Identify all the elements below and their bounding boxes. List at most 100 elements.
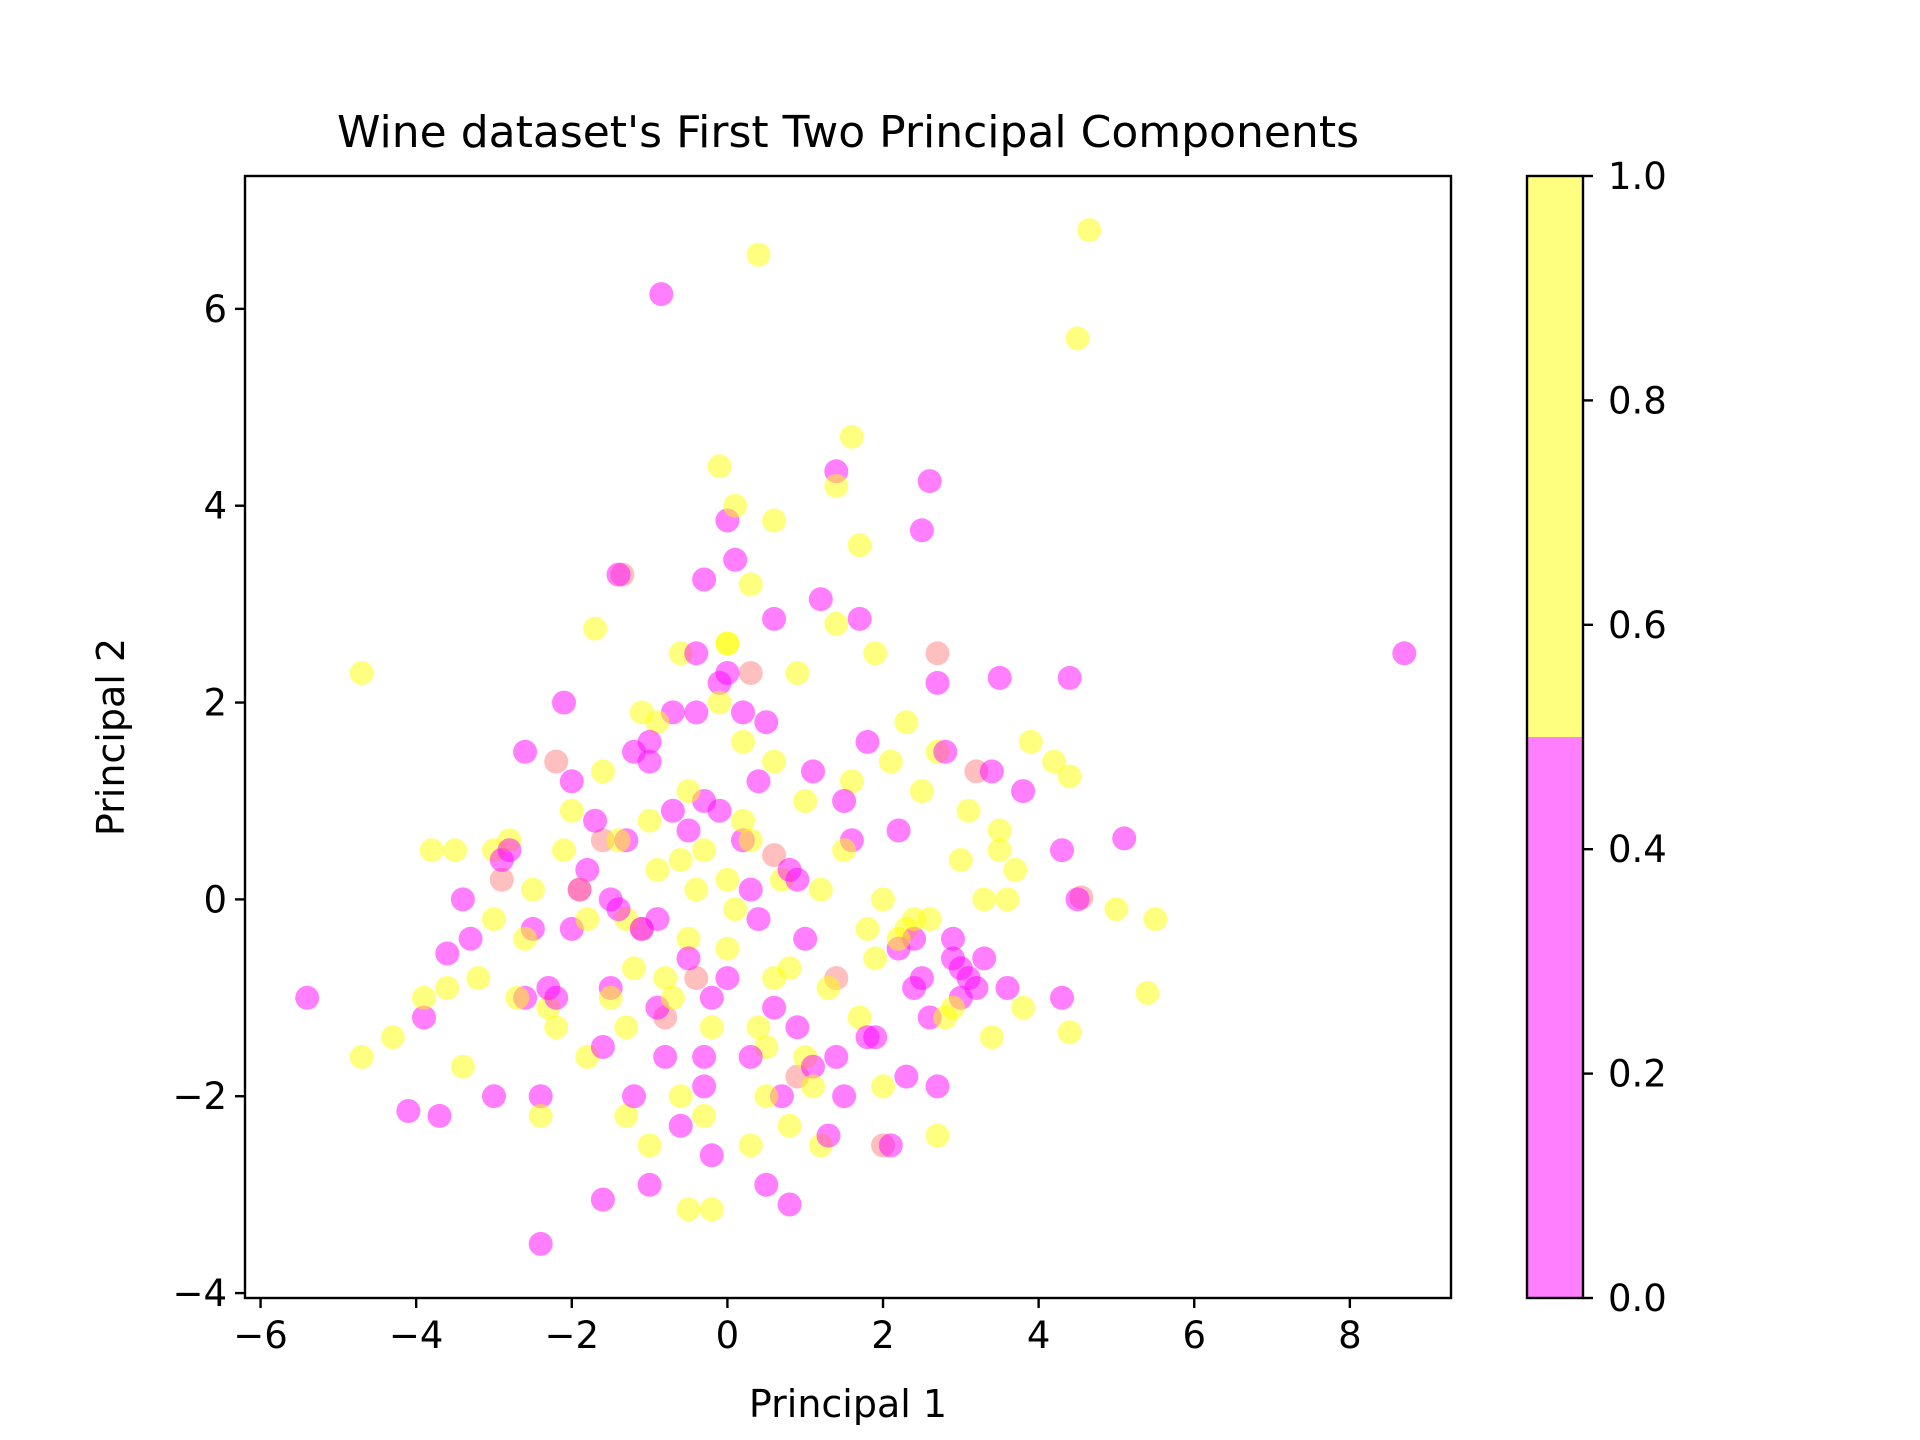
data-point (606, 828, 631, 853)
data-point (544, 749, 569, 774)
data-point (956, 966, 981, 991)
data-point (482, 907, 506, 932)
data-point (824, 474, 849, 498)
data-point (762, 843, 787, 868)
data-point (738, 877, 763, 902)
data-point (987, 838, 1012, 863)
data-point (552, 690, 576, 715)
data-point (668, 1113, 693, 1138)
data-point (590, 759, 615, 784)
data-point (544, 1015, 569, 1040)
data-point (435, 976, 460, 1000)
colorbar-tick-label: 0.2 (1608, 1053, 1667, 1096)
data-point (871, 1074, 895, 1099)
data-point (933, 1005, 958, 1030)
data-point (863, 946, 888, 971)
data-point (622, 956, 646, 981)
data-point (614, 1015, 639, 1040)
data-point (738, 828, 763, 853)
data-point (754, 1172, 779, 1197)
y-tick-label: −2 (172, 1075, 227, 1118)
data-point (715, 966, 740, 991)
data-point (707, 690, 732, 715)
data-point (1050, 985, 1074, 1010)
data-point (629, 916, 654, 941)
data-point (1011, 995, 1036, 1020)
data-point (801, 759, 825, 784)
data-point (715, 661, 740, 685)
data-point (692, 1103, 717, 1128)
chart-title: Wine dataset's First Two Principal Compo… (337, 107, 1359, 158)
data-point (513, 739, 538, 764)
colorbar-tick-label: 0.6 (1608, 604, 1667, 647)
data-point (909, 779, 934, 804)
data-point (777, 1113, 802, 1138)
data-point (513, 926, 538, 951)
data-point (1057, 665, 1082, 690)
colorbar: 0.0 0.2 0.4 0.6 0.8 1.0 (1525, 155, 1667, 1320)
data-point (1003, 857, 1028, 882)
data-point (1112, 826, 1137, 851)
x-tick-label: −2 (545, 1314, 600, 1357)
data-point (427, 1103, 452, 1128)
data-point (583, 808, 608, 833)
data-point (575, 907, 600, 932)
data-point (855, 916, 880, 941)
data-point (684, 877, 709, 902)
scatter-points (295, 218, 1417, 1256)
x-tick-label: 0 (716, 1314, 740, 1357)
data-point (583, 616, 608, 641)
data-point (1050, 838, 1074, 863)
data-point (715, 631, 740, 656)
data-point (559, 769, 584, 794)
y-tick-label: 4 (203, 485, 227, 528)
data-point (653, 1044, 678, 1069)
data-point (435, 941, 460, 966)
y-tick-label: 2 (203, 682, 227, 725)
data-point (902, 907, 927, 932)
data-point (443, 838, 468, 863)
data-point (668, 848, 693, 872)
data-point (979, 1025, 1004, 1050)
data-point (412, 1005, 436, 1030)
data-point (715, 936, 740, 961)
data-point (497, 838, 522, 863)
data-point (738, 1133, 763, 1158)
colorbar-ticks: 0.0 0.2 0.4 0.6 0.8 1.0 (1583, 155, 1667, 1320)
colorbar-frame (1525, 174, 1585, 1300)
data-point (746, 907, 771, 932)
data-point (676, 779, 701, 804)
data-point (839, 769, 864, 794)
colorbar-tick-label: 0.4 (1608, 828, 1667, 871)
data-point (987, 665, 1012, 690)
data-point (793, 789, 818, 813)
data-point (699, 1197, 724, 1222)
data-point (777, 1192, 802, 1217)
data-point (824, 611, 849, 636)
data-point (995, 887, 1020, 912)
data-point (606, 897, 631, 922)
data-point (824, 1044, 849, 1069)
data-point (1042, 749, 1067, 774)
data-point (1392, 641, 1417, 666)
x-axis-label: Principal 1 (749, 1382, 947, 1426)
data-point (731, 729, 755, 754)
data-point (785, 661, 810, 685)
data-point (699, 985, 724, 1010)
data-point (746, 242, 771, 267)
data-point (489, 867, 514, 892)
data-point (878, 749, 903, 774)
x-tick-label: −4 (389, 1314, 444, 1357)
data-point (466, 966, 491, 991)
data-point (684, 966, 709, 991)
data-point (458, 926, 483, 951)
data-point (653, 966, 678, 991)
data-point (925, 1123, 950, 1148)
data-point (349, 1044, 374, 1069)
data-point (746, 1015, 771, 1040)
data-point (956, 798, 981, 823)
data-point (606, 562, 631, 587)
data-point (637, 1133, 662, 1158)
y-axis: −4 −2 0 2 4 6 (172, 288, 245, 1315)
